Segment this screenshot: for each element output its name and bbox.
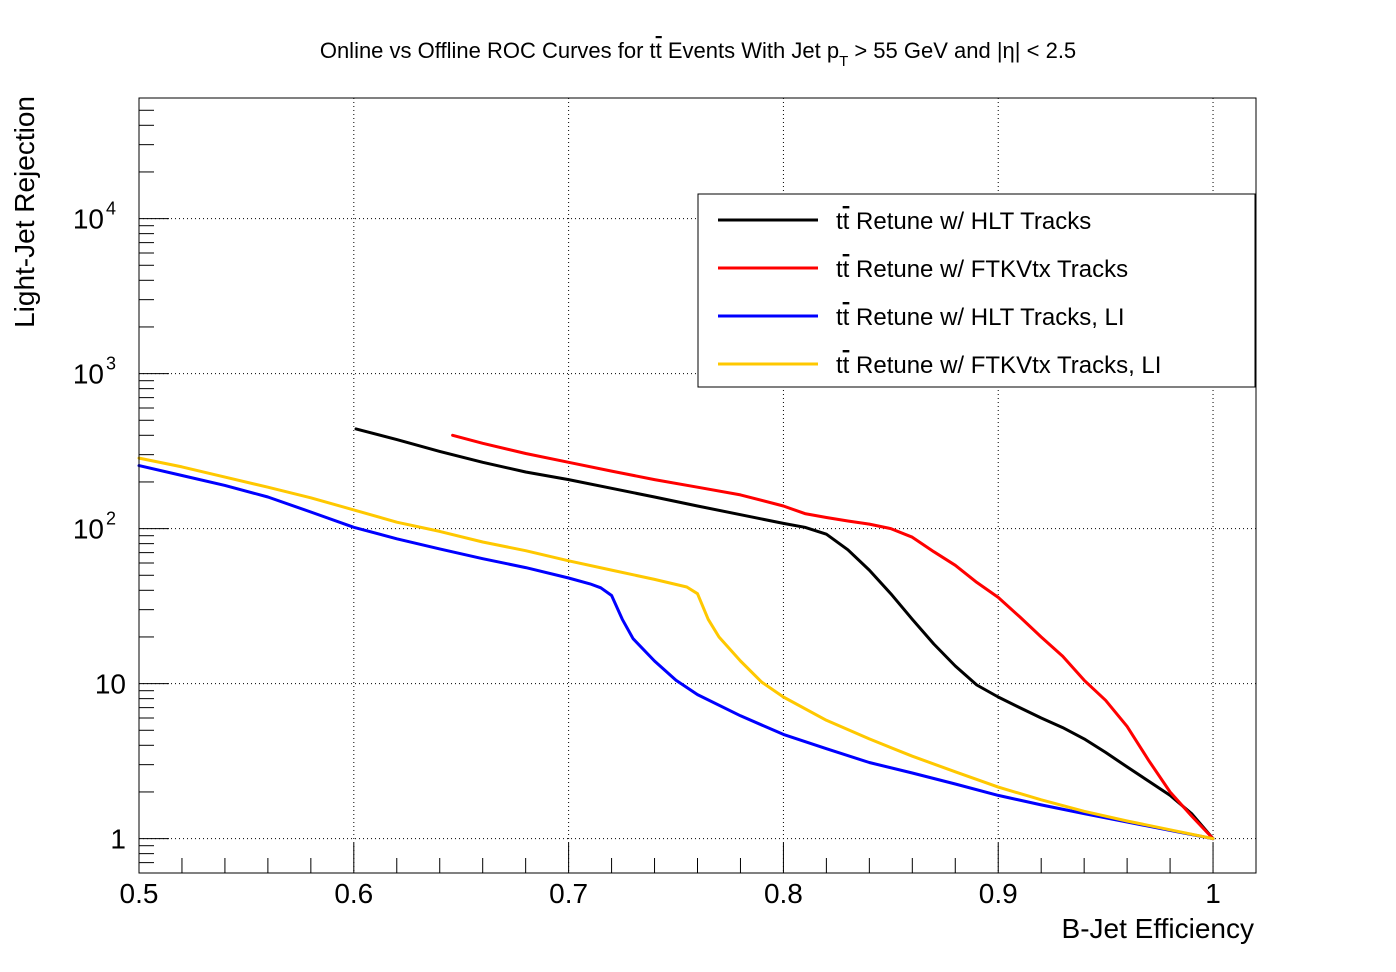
x-tick-label: 0.7: [549, 878, 588, 909]
y-tick-label: 10: [73, 514, 104, 545]
legend-box: [697, 193, 1256, 388]
legend-label-4: tt Retune w/ FTKVtx Tracks, LI: [836, 352, 1161, 379]
series-lines: [137, 427, 1215, 841]
y-tick-exponent: 4: [106, 199, 116, 219]
x-tick-label: 0.5: [120, 878, 159, 909]
x-tick-label: 0.9: [979, 878, 1018, 909]
y-tick-exponent: 3: [106, 354, 116, 374]
series-line-2: [451, 433, 1215, 841]
y-tick-label: 10: [95, 669, 126, 700]
x-axis-label: B-Jet Efficiency: [1062, 913, 1254, 944]
x-tick-labels: 0.5 0.6 0.7 0.8 0.9 1: [120, 878, 1221, 909]
series-line-4: [137, 456, 1215, 841]
x-tick-label: 0.8: [764, 878, 803, 909]
x-tick-label: 0.6: [334, 878, 373, 909]
y-tick-label: 10: [73, 359, 104, 390]
y-tick-label: 1: [110, 824, 126, 855]
chart-title: Online vs Offline ROC Curves for tt Even…: [320, 38, 1076, 70]
y-tick-label: 10: [73, 204, 104, 235]
series-line-3: [137, 464, 1215, 841]
series-line-1: [354, 427, 1215, 841]
legend-label-3: tt Retune w/ HLT Tracks, LI: [836, 304, 1125, 331]
title-tbar: t: [656, 38, 662, 63]
y-axis-label: Light-Jet Rejection: [9, 96, 40, 328]
legend: tt Retune w/ HLT Tracks tt Retune w/ FTKV…: [697, 193, 1256, 388]
y-tick-exponent: 2: [106, 509, 116, 529]
legend-label-1: tt Retune w/ HLT Tracks: [836, 208, 1091, 235]
legend-label-2: tt Retune w/ FTKVtx Tracks: [836, 256, 1128, 283]
axis-ticks: [138, 97, 1257, 874]
x-tick-label: 1: [1205, 878, 1221, 909]
